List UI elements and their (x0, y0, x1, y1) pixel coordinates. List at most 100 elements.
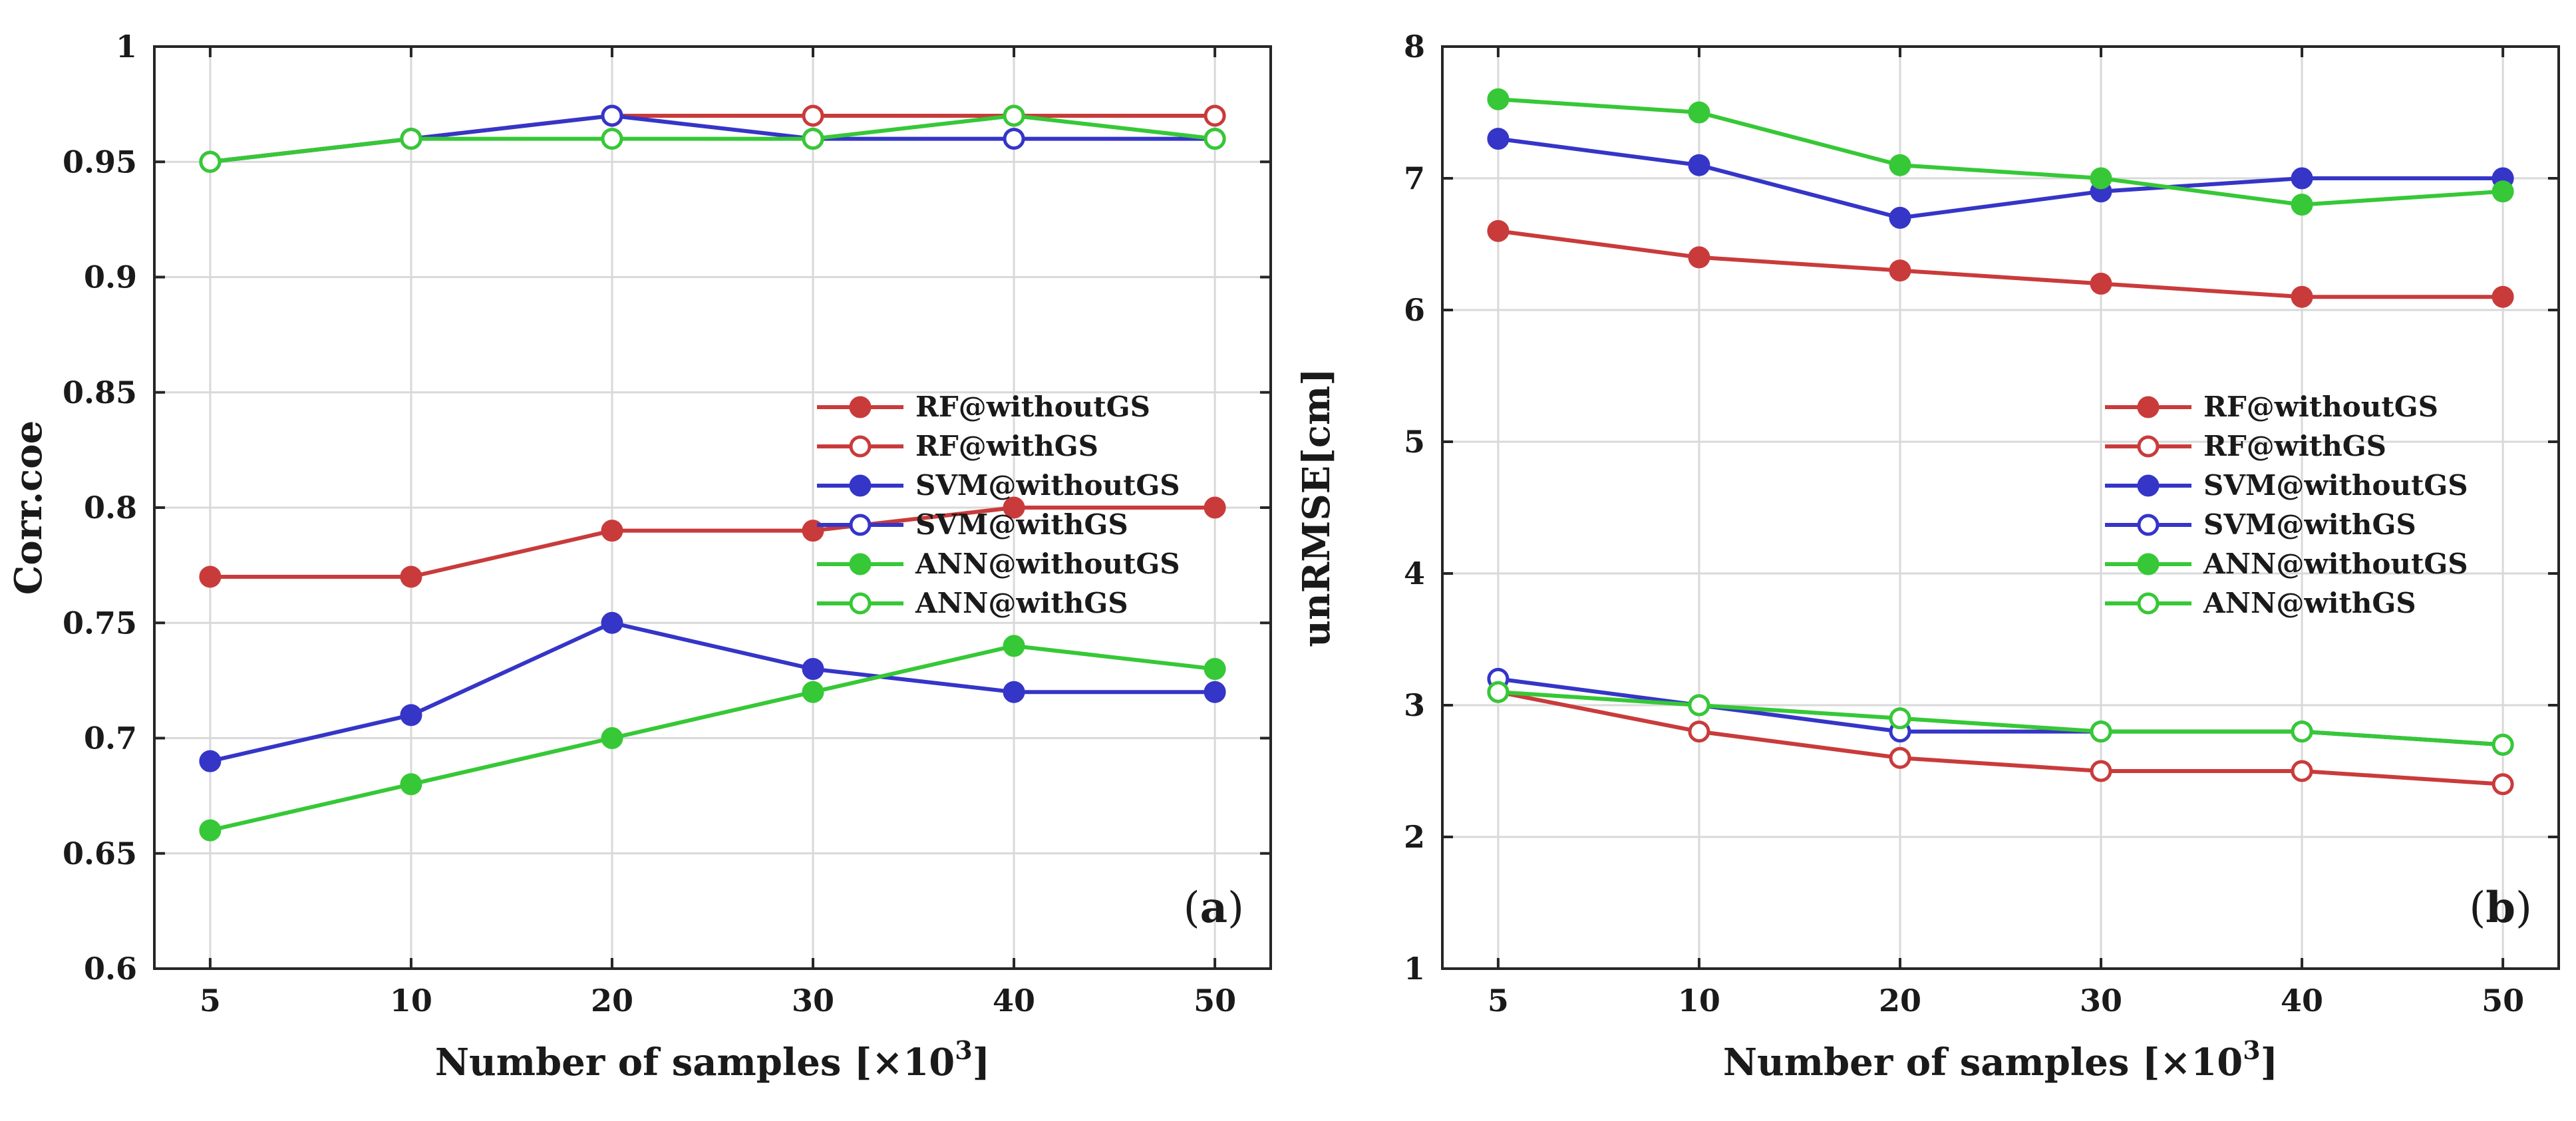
x-axis-title-end: ] (973, 1041, 991, 1084)
legend-label-rf-withoutgs: RF@withoutGS (915, 391, 1150, 423)
data-point-svm-withoutgs (802, 658, 824, 681)
data-point-rf-withoutgs (1688, 246, 1710, 269)
y-axis-title: unRMSE[cm] (1295, 368, 1339, 647)
series-line-ann-withoutgs (1498, 97, 2503, 207)
y-tick-label: 7 (1404, 160, 1425, 196)
x-tick-label: 20 (1879, 983, 1921, 1019)
y-axis-title: Corr.coe (7, 420, 51, 595)
panel-label-letter: b (2486, 883, 2515, 933)
y-tick-label: 8 (1404, 29, 1425, 65)
data-point-rf-withoutgs (2090, 272, 2112, 295)
x-axis-title-exponent: 3 (955, 1035, 972, 1065)
y-tick-label: 0.7 (84, 721, 137, 756)
data-point-svm-withoutgs (2291, 167, 2313, 190)
data-point-ann-withoutgs (2492, 180, 2514, 203)
legend-marker-svm-withoutgs (849, 474, 872, 497)
x-tick-label: 40 (2281, 983, 2323, 1019)
data-point-rf-withoutgs (2291, 285, 2313, 308)
legend-label-ann-withoutgs: ANN@withoutGS (2203, 548, 2468, 580)
data-point-ann-withgs (802, 128, 824, 150)
data-point-svm-withoutgs (400, 704, 422, 726)
data-point-ann-withgs (1487, 681, 1510, 703)
series-line-ann-withoutgs (210, 643, 1215, 833)
data-point-rf-withgs (2492, 773, 2514, 796)
legend-label-ann-withoutgs: ANN@withoutGS (915, 548, 1180, 580)
series-line-ann-withgs (210, 113, 1215, 164)
panel-a: 5 10 20 30 40 50 0.6 0.65 0.7 0.75 0.8 0.85 0.9 0.95 1… (7, 29, 1272, 1084)
data-point-ann-withgs (2291, 721, 2313, 743)
y-tick-label: 0.75 (63, 605, 137, 641)
plot-area (1442, 47, 2559, 969)
data-point-ann-withgs (1889, 707, 1911, 730)
legend-marker-ann-withgs (2137, 592, 2160, 615)
legend-label-rf-withoutgs: RF@withoutGS (2203, 391, 2438, 423)
legend-label-rf-withgs: RF@withGS (915, 430, 1098, 462)
data-point-rf-withoutgs (601, 520, 623, 542)
data-point-rf-withgs (2291, 760, 2313, 782)
legend-label-svm-withoutgs: SVM@withoutGS (2203, 469, 2468, 502)
data-point-svm-withoutgs (1487, 128, 1510, 150)
legend-marker-svm-withoutgs (2137, 474, 2160, 497)
x-tick-label: 5 (1488, 983, 1509, 1019)
data-point-ann-withoutgs (199, 819, 222, 842)
data-point-rf-withoutgs (1003, 496, 1025, 519)
data-point-ann-withoutgs (2291, 194, 2313, 216)
data-point-rf-withoutgs (400, 565, 422, 588)
data-point-svm-withoutgs (199, 750, 222, 772)
x-axis-title-exponent: 3 (2243, 1035, 2260, 1065)
y-tick-label: 1 (116, 29, 137, 65)
x-tick-label: 10 (390, 983, 432, 1019)
x-tick-label: 30 (792, 983, 834, 1019)
data-point-ann-withgs (2090, 721, 2112, 743)
data-point-ann-withoutgs (2090, 167, 2112, 190)
legend-marker-ann-withgs (849, 592, 872, 615)
panel-b: 5 10 20 30 40 50 1 2 3 4 5 6 7 8 RF@withoutGS RF@withGS… (1295, 29, 2560, 1084)
panel-label-close: ) (1227, 883, 1244, 933)
legend-label-rf-withgs: RF@withGS (2203, 430, 2386, 462)
axes-frame (1441, 45, 2560, 970)
data-point-rf-withoutgs (1889, 259, 1911, 282)
legend-marker-svm-withgs (849, 514, 872, 536)
y-tick-label: 1 (1404, 951, 1425, 987)
data-point-ann-withgs (199, 150, 222, 173)
data-point-rf-withgs (1688, 721, 1710, 743)
legend-label-svm-withgs: SVM@withGS (915, 508, 1128, 541)
x-axis-title-main: Number of samples [×10 (1723, 1041, 2243, 1084)
series-line-ann-withgs (1498, 690, 2503, 747)
panel-label-open: ( (1184, 883, 1200, 933)
data-point-rf-withoutgs (2492, 285, 2514, 308)
legend-marker-ann-withoutgs (849, 553, 872, 575)
series-line-svm-withoutgs (210, 621, 1215, 764)
data-point-rf-withgs (1889, 746, 1911, 769)
data-point-ann-withgs (2492, 733, 2514, 756)
data-point-ann-withoutgs (1688, 101, 1710, 124)
legend-marker-rf-withgs (2137, 435, 2160, 458)
data-point-rf-withgs (2090, 760, 2112, 782)
data-point-ann-withoutgs (400, 773, 422, 796)
x-axis-title-main: Number of samples [×10 (435, 1041, 955, 1084)
legend-label-ann-withgs: ANN@withGS (915, 587, 1128, 619)
data-point-svm-withoutgs (1003, 681, 1025, 703)
y-tick-label: 0.95 (63, 144, 137, 180)
data-point-svm-withoutgs (1889, 206, 1911, 229)
data-point-ann-withgs (1003, 104, 1025, 127)
series-line-rf-withoutgs (1498, 229, 2503, 299)
x-tick-label: 10 (1678, 983, 1720, 1019)
data-point-ann-withoutgs (1204, 658, 1226, 681)
x-tick-label: 40 (993, 983, 1035, 1019)
x-tick-label: 30 (2080, 983, 2122, 1019)
legend-marker-rf-withoutgs (2137, 396, 2160, 418)
legend-marker-svm-withgs (2137, 514, 2160, 536)
panel-label-close: ) (2515, 883, 2532, 933)
data-point-ann-withgs (1204, 128, 1226, 150)
x-axis-title: Number of samples [×103] (435, 1035, 990, 1084)
data-point-ann-withoutgs (601, 727, 623, 749)
panel-label: (a) (1184, 883, 1244, 933)
y-tick-label: 2 (1404, 819, 1425, 855)
data-point-ann-withoutgs (1487, 88, 1510, 110)
series-line-rf-withoutgs (210, 506, 1215, 579)
x-tick-label: 5 (200, 983, 221, 1019)
x-axis-title-end: ] (2261, 1041, 2279, 1084)
y-tick-label: 6 (1404, 292, 1425, 328)
legend-label-ann-withgs: ANN@withGS (2203, 587, 2416, 619)
